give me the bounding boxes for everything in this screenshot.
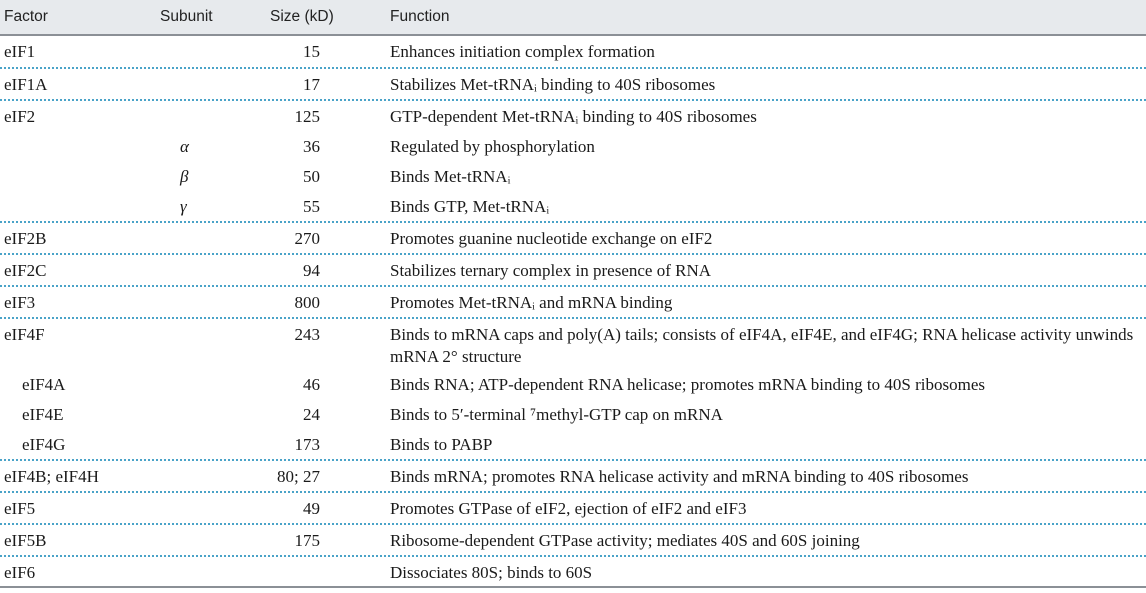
factor-cell: eIF4B; eIF4H	[4, 467, 99, 486]
function-cell: Ribosome-dependent GTPase activity; medi…	[390, 531, 860, 550]
header-function: Function	[390, 8, 450, 25]
size-cell: 49	[303, 499, 320, 518]
factor-cell: eIF3	[4, 293, 36, 312]
factor-cell: eIF2B	[4, 229, 47, 248]
function-cell: Stabilizes ternary complex in presence o…	[390, 261, 712, 280]
table-row: α 36 Regulated by phosphorylation	[0, 131, 1146, 161]
function-cell: Binds mRNA; promotes RNA helicase activi…	[390, 467, 969, 486]
table-row: eIF2 125 GTP-dependent Met-tRNAᵢ binding…	[0, 101, 1146, 131]
size-cell: 36	[303, 137, 320, 156]
function-cell: Enhances initiation complex formation	[390, 42, 655, 61]
function-cell: Promotes guanine nucleotide exchange on …	[390, 229, 713, 248]
function-cell: Binds Met-tRNAᵢ	[390, 167, 511, 186]
table-row: eIF4B; eIF4H 80; 27 Binds mRNA; promotes…	[0, 461, 1146, 493]
header-factor: Factor	[4, 8, 48, 25]
factor-cell: eIF2	[4, 107, 36, 126]
factor-cell: eIF5	[4, 499, 36, 518]
factor-cell: eIF4A	[22, 375, 66, 394]
table-row: eIF1A 17 Stabilizes Met-tRNAᵢ binding to…	[0, 69, 1146, 101]
function-cell: Promotes Met-tRNAᵢ and mRNA binding	[390, 293, 673, 312]
size-cell: 46	[303, 375, 320, 394]
function-cell: Stabilizes Met-tRNAᵢ binding to 40S ribo…	[390, 75, 716, 94]
factor-cell: eIF5B	[4, 531, 47, 550]
factor-cell: eIF1	[4, 42, 36, 61]
size-cell: 15	[303, 42, 320, 61]
function-cell: Binds to mRNA caps and poly(A) tails; co…	[390, 325, 1134, 366]
factor-cell: eIF6	[4, 563, 36, 582]
table-header: Factor Subunit Size (kD) Function	[0, 0, 1146, 36]
table-row: eIF3 800 Promotes Met-tRNAᵢ and mRNA bin…	[0, 287, 1146, 319]
table-row: eIF5B 175 Ribosome-dependent GTPase acti…	[0, 525, 1146, 557]
factor-cell: eIF1A	[4, 75, 48, 94]
table-row: eIF5 49 Promotes GTPase of eIF2, ejectio…	[0, 493, 1146, 525]
table-row: eIF2C 94 Stabilizes ternary complex in p…	[0, 255, 1146, 287]
factor-cell: eIF4G	[22, 435, 66, 454]
function-cell: GTP-dependent Met-tRNAᵢ binding to 40S r…	[390, 107, 757, 126]
header-size: Size (kD)	[270, 8, 334, 25]
size-cell: 173	[294, 435, 321, 454]
factor-cell: eIF4E	[22, 405, 64, 424]
size-cell: 243	[294, 325, 321, 344]
function-cell: Binds GTP, Met-tRNAᵢ	[390, 197, 550, 216]
size-cell: 175	[294, 531, 321, 550]
function-cell: Dissociates 80S; binds to 60S	[390, 563, 593, 582]
table-row: eIF4E 24 Binds to 5′-terminal ⁷methyl-GT…	[0, 399, 1146, 429]
table-row: eIF4G 173 Binds to PABP	[0, 429, 1146, 461]
table-row: β 50 Binds Met-tRNAᵢ	[0, 161, 1146, 191]
size-cell: 17	[303, 75, 320, 94]
size-cell: 270	[294, 229, 321, 248]
size-cell: 80; 27	[277, 467, 320, 486]
subunit-cell: γ	[180, 197, 187, 216]
subunit-cell: α	[180, 137, 189, 156]
function-cell: Regulated by phosphorylation	[390, 137, 595, 156]
table-row: γ 55 Binds GTP, Met-tRNAᵢ	[0, 191, 1146, 223]
size-cell: 125	[294, 107, 321, 126]
table-row: eIF6 Dissociates 80S; binds to 60S	[0, 557, 1146, 587]
subunit-cell: β	[180, 167, 189, 186]
table-row: eIF1 15 Enhances initiation complex form…	[0, 36, 1146, 69]
table-bottom-rule	[0, 586, 1146, 588]
size-cell: 55	[303, 197, 320, 216]
size-cell: 94	[303, 261, 320, 280]
factor-cell: eIF4F	[4, 325, 45, 344]
function-cell: Binds to PABP	[390, 435, 493, 454]
factor-cell: eIF2C	[4, 261, 47, 280]
function-cell: Promotes GTPase of eIF2, ejection of eIF…	[390, 499, 747, 518]
function-cell: Binds RNA; ATP-dependent RNA helicase; p…	[390, 375, 985, 394]
size-cell: 800	[294, 293, 321, 312]
table-row: eIF4F 243 Binds to mRNA caps and poly(A)…	[0, 319, 1146, 369]
function-cell: Binds to 5′-terminal ⁷methyl-GTP cap on …	[390, 405, 723, 424]
header-subunit: Subunit	[160, 8, 213, 25]
size-cell: 50	[303, 167, 320, 186]
size-cell: 24	[303, 405, 320, 424]
table-row: eIF2B 270 Promotes guanine nucleotide ex…	[0, 223, 1146, 255]
table-row: eIF4A 46 Binds RNA; ATP-dependent RNA he…	[0, 369, 1146, 399]
